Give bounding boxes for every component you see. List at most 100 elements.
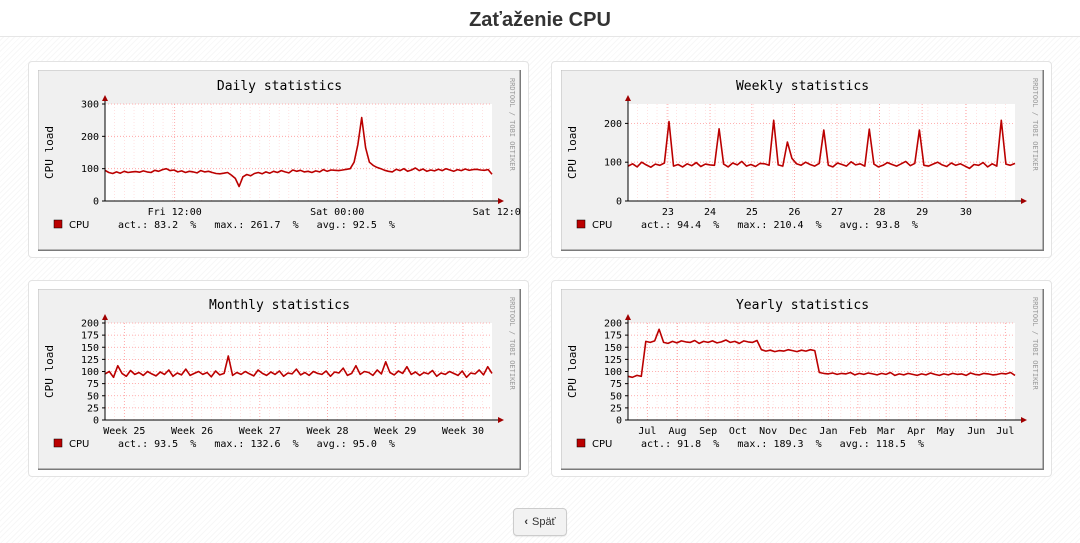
y-tick-label: 100 [81,164,99,175]
y-tick-label: 175 [81,331,99,342]
x-tick-label: 29 [916,207,928,218]
x-tick-label: Dec [789,426,807,437]
x-tick-label: Week 29 [374,426,416,437]
x-tick-label: Nov [759,426,777,437]
y-tick-label: 300 [81,100,99,111]
page-header: Zaťaženie CPU [0,0,1080,37]
back-button[interactable]: ‹ Späť [513,508,567,536]
cpu-series-line [104,355,493,379]
yearly-chart-panel: Yearly statistics CPU load RRDTOOL / TOBI … [551,280,1052,477]
y-tick-label: 100 [604,158,622,169]
y-tick-label: 50 [87,391,99,402]
legend-series-name: CPU [69,439,89,450]
y-axis-label: CPU load [43,126,56,179]
x-tick-label: Week 25 [103,426,145,437]
chart-title: Yearly statistics [736,298,869,313]
x-axis-arrow [498,198,504,204]
legend-series-name: CPU [69,220,89,231]
y-axis-arrow [102,95,108,101]
chart-watermark: RRDTOOL / TOBI OETIKER [508,297,516,391]
y-tick-label: 0 [93,416,99,427]
x-tick-label: 25 [746,207,758,218]
x-tick-label: Week 28 [306,426,348,437]
x-tick-label: Mar [877,426,895,437]
x-tick-label: Feb [849,426,867,437]
x-axis-arrow [1021,198,1027,204]
chart-watermark: RRDTOOL / TOBI OETIKER [508,78,516,172]
y-tick-label: 0 [616,197,622,208]
chart-watermark: RRDTOOL / TOBI OETIKER [1031,78,1039,172]
y-tick-label: 125 [81,355,99,366]
cpu-series-line [104,116,493,188]
x-tick-label: Jan [819,426,837,437]
x-tick-label: Jun [967,426,985,437]
y-tick-label: 200 [81,319,99,330]
y-tick-label: 150 [604,343,622,354]
x-tick-label: Week 30 [442,426,484,437]
legend-swatch [576,438,586,448]
daily-chart: Daily statistics CPU load RRDTOOL / TOBI O… [38,70,521,251]
monthly-chart: Monthly statistics CPU load RRDTOOL / TOBI… [38,289,521,470]
y-tick-label: 150 [81,343,99,354]
y-axis-label: CPU load [43,345,56,398]
y-axis-label: CPU load [566,345,579,398]
x-tick-label: 26 [788,207,800,218]
x-tick-label: Week 27 [239,426,281,437]
chart-watermark: RRDTOOL / TOBI OETIKER [1031,297,1039,391]
y-tick-label: 200 [604,119,622,130]
x-tick-label: Week 26 [171,426,213,437]
x-tick-label: Jul [996,426,1014,437]
x-tick-label: Jul [638,426,656,437]
y-tick-label: 25 [87,403,99,414]
legend-swatch [576,219,586,229]
y-tick-label: 75 [610,379,622,390]
weekly-chart: Weekly statistics CPU load RRDTOOL / TOBI … [561,70,1044,251]
x-tick-label: 30 [960,207,972,218]
y-axis-arrow [102,314,108,320]
y-axis-label: CPU load [566,126,579,179]
page-title: Zaťaženie CPU [469,9,611,31]
x-tick-label: Sat 12:00 [473,207,521,218]
x-tick-label: Aug [669,426,687,437]
cpu-series-line [627,328,1016,379]
y-tick-label: 200 [604,319,622,330]
x-tick-label: Oct [729,426,747,437]
y-axis-arrow [625,314,631,320]
x-axis-arrow [498,417,504,423]
chart-title: Weekly statistics [736,79,869,94]
y-tick-label: 100 [604,367,622,378]
y-tick-label: 0 [616,416,622,427]
legend-stats: act.: 91.8 % max.: 189.3 % avg.: 118.5 % [641,439,924,450]
weekly-chart-panel: Weekly statistics CPU load RRDTOOL / TOBI … [551,61,1052,258]
legend-stats: act.: 94.4 % max.: 210.4 % avg.: 93.8 % [641,220,918,231]
legend-series-name: CPU [592,220,612,231]
x-axis-arrow [1021,417,1027,423]
legend-stats: act.: 83.2 % max.: 261.7 % avg.: 92.5 % [118,220,395,231]
y-tick-label: 50 [610,391,622,402]
y-tick-label: 125 [604,355,622,366]
legend-series-name: CPU [592,439,612,450]
monthly-chart-panel: Monthly statistics CPU load RRDTOOL / TOBI… [28,280,529,477]
y-tick-label: 175 [604,331,622,342]
x-tick-label: Fri 12:00 [148,207,202,218]
x-tick-label: 27 [831,207,843,218]
chart-title: Monthly statistics [209,298,350,313]
x-tick-label: Apr [907,426,925,437]
cpu-series-line [627,119,1016,170]
x-tick-label: 28 [874,207,886,218]
legend-stats: act.: 93.5 % max.: 132.6 % avg.: 95.0 % [118,439,395,450]
daily-chart-panel: Daily statistics CPU load RRDTOOL / TOBI O… [28,61,529,258]
y-tick-label: 200 [81,132,99,143]
yearly-chart: Yearly statistics CPU load RRDTOOL / TOBI … [561,289,1044,470]
legend-swatch [53,219,63,229]
y-tick-label: 25 [610,403,622,414]
x-tick-label: Sat 00:00 [310,207,364,218]
x-tick-label: May [937,426,955,437]
x-tick-label: 23 [662,207,674,218]
y-tick-label: 100 [81,367,99,378]
chart-title: Daily statistics [217,79,342,94]
y-tick-label: 0 [93,197,99,208]
y-tick-label: 75 [87,379,99,390]
legend-swatch [53,438,63,448]
x-tick-label: Sep [699,426,717,437]
